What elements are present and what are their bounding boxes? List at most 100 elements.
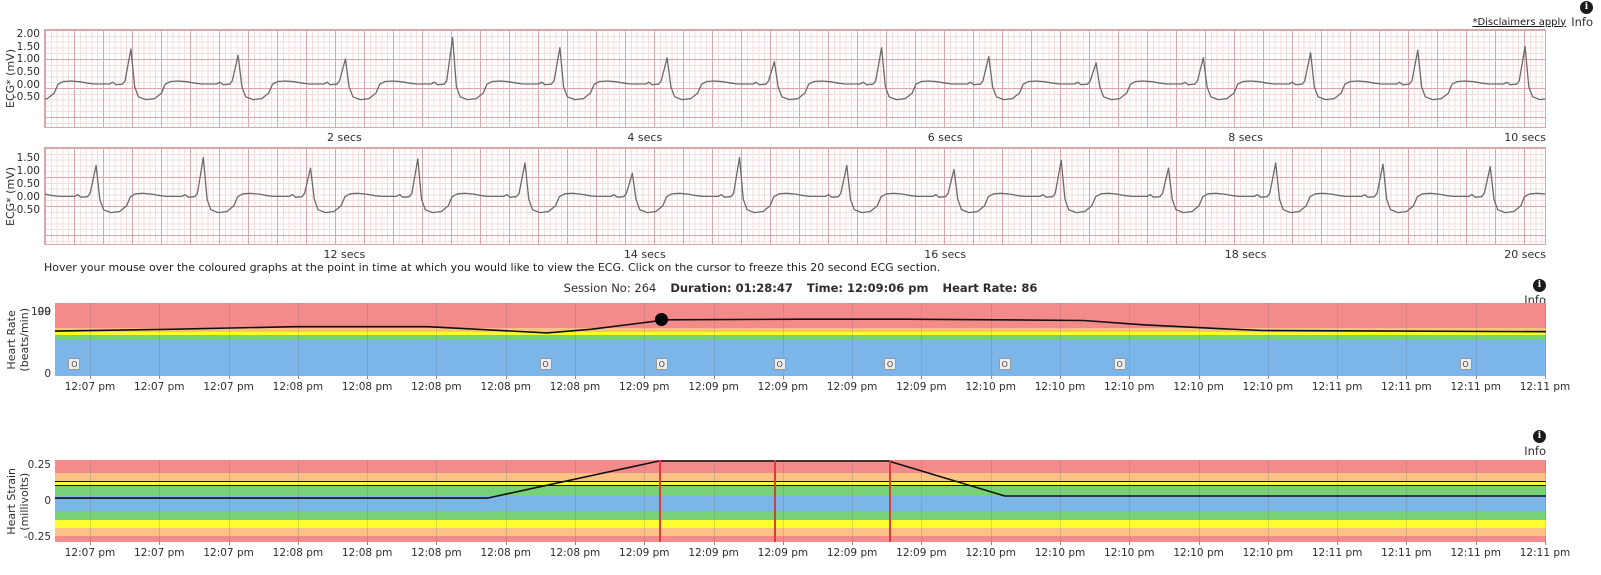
axis-tick: [1267, 542, 1269, 545]
zone-band-yellow: [55, 331, 1546, 336]
event-marker-button[interactable]: O: [68, 358, 81, 370]
axis-tick: [159, 542, 161, 545]
time-tick-label: 12:08 pm: [341, 547, 393, 559]
time-tick-label: 12:09 pm: [896, 547, 947, 559]
axis-tick: [575, 376, 576, 379]
time-tick-label: 12:07 pm: [134, 381, 185, 393]
gridline: [1475, 303, 1477, 376]
zone-band-green: [55, 486, 1546, 496]
info-icon[interactable]: i: [1533, 430, 1546, 443]
ecg-y-tick-label: 1.50: [16, 40, 40, 53]
time-tick-label: 12:10 pm: [1242, 547, 1294, 559]
session-duration: Duration: 01:28:47: [670, 281, 793, 295]
gridline: [782, 303, 784, 376]
info-icon[interactable]: i: [1533, 279, 1546, 292]
time-tick-label: 12:10 pm: [1034, 381, 1086, 393]
gridline: [713, 460, 715, 542]
zone-band-yellow: [55, 481, 1546, 486]
time-tick-label: 12:07 pm: [134, 547, 185, 559]
time-tick-label: 12:09 pm: [757, 381, 809, 393]
gridline: [1060, 460, 1061, 542]
ecg-y-tick-label: 0.00: [16, 78, 40, 91]
ecg-y-tick-label: 1.50: [16, 152, 40, 164]
ecg-y-tick-label: 1.00: [16, 165, 40, 177]
time-tick-label: 12:09 pm: [896, 381, 947, 393]
cursor-dot[interactable]: [655, 313, 669, 327]
gridline: [367, 460, 369, 542]
zone-band-orange: [55, 328, 1546, 332]
heart-strain-info-block: i Info: [1524, 430, 1546, 458]
time-tick-label: 12:09 pm: [826, 547, 878, 559]
gridline: [1545, 460, 1546, 542]
axis-tick: [1337, 376, 1339, 379]
axis-tick: [644, 542, 646, 545]
gridline: [1337, 460, 1339, 542]
event-marker-button[interactable]: O: [655, 358, 668, 370]
instruction-text: Hover your mouse over the coloured graph…: [44, 261, 941, 274]
time-tick-label: 12:10 pm: [1242, 381, 1294, 393]
zone-band-yellow: [55, 520, 1546, 529]
time-tick-label: 12:11 pm: [1311, 381, 1363, 393]
axis-tick: [1406, 542, 1408, 545]
time-tick-label: 12:08 pm: [272, 547, 324, 559]
info-label: Info: [1571, 15, 1593, 29]
axis-tick: [1198, 542, 1200, 545]
time-tick-label: 12:08 pm: [480, 381, 531, 393]
gridline: [921, 460, 923, 542]
time-tick-label: 12:08 pm: [549, 381, 601, 393]
axis-tick: [1545, 542, 1546, 545]
axis-tick: [1198, 376, 1200, 379]
axis-tick: [90, 542, 91, 545]
disclaimers-link[interactable]: *Disclaimers apply: [1472, 16, 1567, 28]
zone-y-tick-label: 0: [44, 495, 51, 507]
event-marker-button[interactable]: O: [773, 358, 786, 370]
event-marker-button[interactable]: O: [539, 358, 552, 370]
axis-tick: [1129, 542, 1131, 545]
axis-tick: [1060, 542, 1061, 545]
gridline: [1198, 303, 1200, 376]
zone-band-red: [55, 460, 1546, 473]
gridline: [367, 303, 369, 376]
time-tick-label: 12:09 pm: [619, 547, 670, 559]
session-number: Session No: 264: [563, 281, 657, 295]
zone-band-blue: [55, 339, 1546, 376]
ecg-strip-2-plot: [44, 147, 1546, 245]
info-icon[interactable]: i: [1580, 1, 1593, 14]
axis-tick: [852, 376, 854, 379]
gridline: [505, 303, 507, 376]
time-tick-label: 12:08 pm: [341, 381, 393, 393]
gridline: [228, 303, 230, 376]
gridline: [1406, 460, 1408, 542]
zone-band-red: [55, 536, 1546, 542]
gridline: [436, 303, 438, 376]
axis-tick: [1267, 376, 1269, 379]
axis-tick: [990, 542, 992, 545]
time-tick-label: 12:11 pm: [1450, 381, 1501, 393]
session-bar: Session No: 264 Duration: 01:28:47 Time: 1…: [0, 281, 1601, 295]
gridline: [1198, 460, 1200, 542]
axis-tick: [713, 542, 715, 545]
event-marker-button[interactable]: O: [1459, 358, 1472, 370]
gridline: [852, 303, 854, 376]
axis-tick: [228, 376, 230, 379]
axis-tick: [1545, 376, 1546, 379]
event-marker-button[interactable]: O: [998, 358, 1011, 370]
time-tick-label: 12:07 pm: [203, 381, 254, 393]
time-tick-label: 12:10 pm: [1173, 381, 1224, 393]
time-tick-label: 12:10 pm: [1104, 381, 1155, 393]
axis-tick: [921, 376, 923, 379]
ecg-y-tick-label: 2.00: [16, 28, 40, 41]
gridline: [990, 460, 992, 542]
event-marker-button[interactable]: O: [884, 358, 896, 370]
zone-band-green: [55, 335, 1546, 340]
axis-tick: [575, 542, 576, 545]
event-marker-button[interactable]: O: [1113, 358, 1126, 370]
time-tick-label: 12:07 pm: [64, 381, 116, 393]
heart-strain-chart-plot[interactable]: [55, 460, 1546, 542]
gridline: [644, 460, 646, 542]
zone-y-tick-label: 99: [37, 306, 51, 319]
gridline: [297, 303, 299, 376]
ecg-x-tick-label: 6 secs: [927, 131, 963, 144]
time-tick-label: 12:09 pm: [688, 547, 739, 559]
